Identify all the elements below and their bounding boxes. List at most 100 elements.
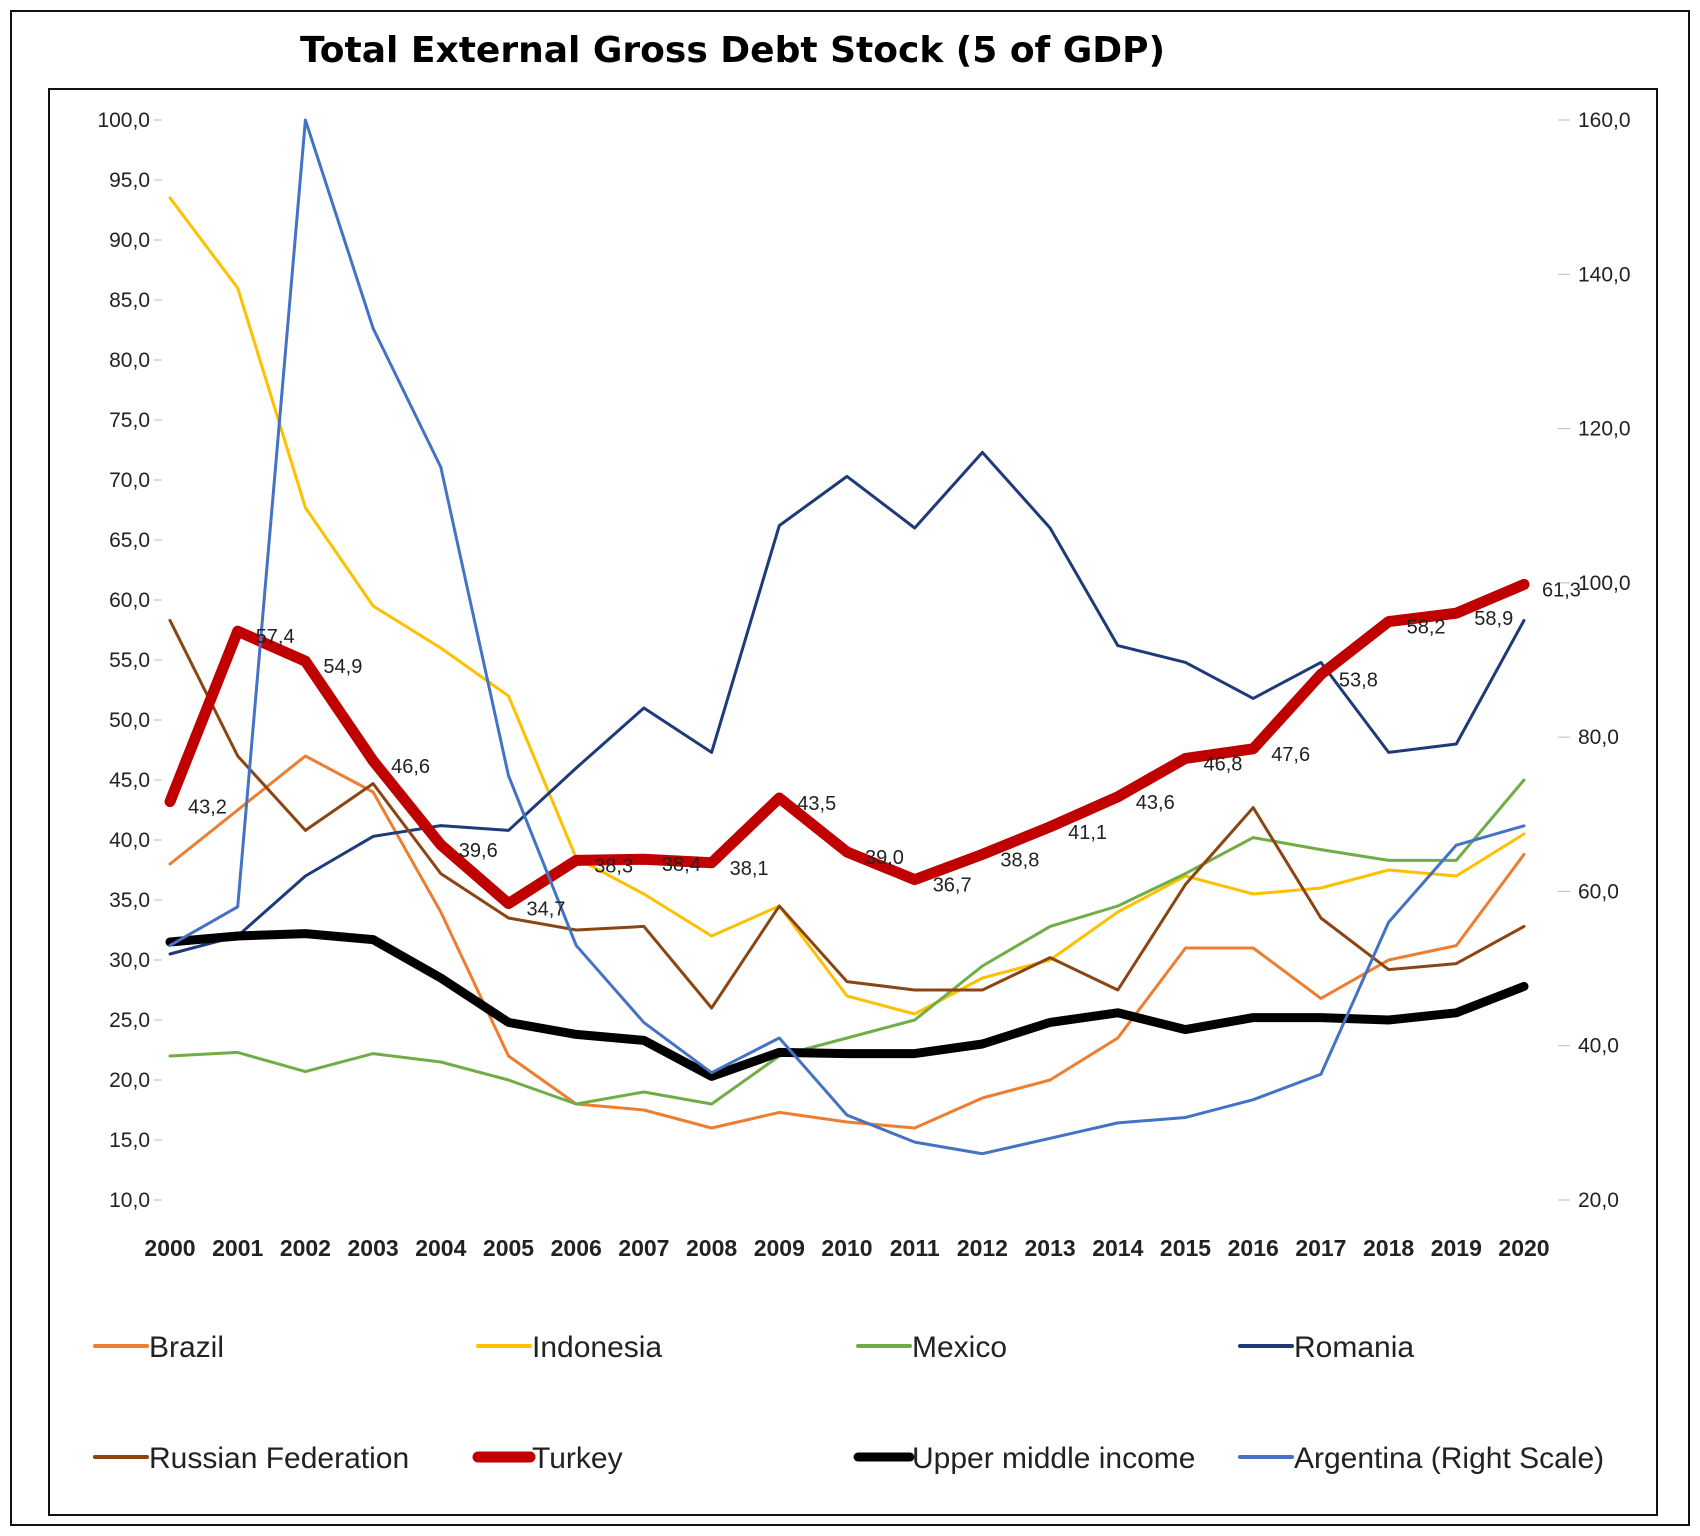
data-point bbox=[1184, 872, 1187, 875]
data-point bbox=[1455, 875, 1458, 877]
data-point bbox=[1523, 824, 1525, 827]
series-line-romania bbox=[168, 450, 1526, 956]
data-label: 36,7 bbox=[933, 875, 972, 897]
data-point bbox=[372, 791, 375, 793]
data-point bbox=[1249, 1013, 1258, 1022]
data-point bbox=[706, 857, 717, 868]
x-tick-label: 2006 bbox=[551, 1235, 602, 1261]
data-point bbox=[913, 1019, 916, 1021]
chart-frame bbox=[10, 10, 1690, 1526]
data-point bbox=[1184, 661, 1187, 664]
data-point bbox=[778, 524, 781, 527]
data-label: 46,6 bbox=[391, 756, 430, 778]
x-tick-label: 2012 bbox=[957, 1235, 1008, 1261]
data-point bbox=[1049, 925, 1052, 928]
data-label: 38,1 bbox=[730, 858, 769, 880]
data-point bbox=[507, 695, 510, 697]
data-point bbox=[236, 1051, 239, 1054]
data-point bbox=[372, 835, 375, 838]
y-left-tick-label: 95,0 bbox=[109, 169, 150, 192]
data-point bbox=[1181, 1025, 1190, 1034]
data-point bbox=[1519, 579, 1529, 590]
data-point bbox=[913, 989, 916, 991]
data-point bbox=[304, 506, 307, 509]
x-tick-label: 2015 bbox=[1160, 1235, 1211, 1261]
data-point bbox=[1451, 608, 1462, 619]
data-point bbox=[575, 929, 578, 931]
data-point bbox=[846, 1114, 848, 1117]
data-label: 34,7 bbox=[527, 899, 566, 921]
data-point bbox=[1049, 1079, 1052, 1081]
data-point bbox=[978, 1040, 987, 1048]
data-point bbox=[1116, 1037, 1119, 1039]
data-point bbox=[707, 1072, 716, 1081]
data-point bbox=[1045, 821, 1056, 832]
data-point bbox=[1387, 921, 1390, 924]
y-right-tick-label: 80,0 bbox=[1578, 726, 1619, 749]
x-tick-label: 2007 bbox=[618, 1235, 669, 1261]
x-tick-label: 2016 bbox=[1228, 1235, 1279, 1261]
data-point bbox=[372, 327, 375, 330]
data-point bbox=[436, 974, 445, 982]
data-point bbox=[169, 197, 171, 199]
data-point bbox=[1252, 836, 1255, 839]
y-right-tick-label: 160,0 bbox=[1578, 109, 1631, 132]
data-point bbox=[439, 911, 442, 913]
y-right-tick-label: 100,0 bbox=[1578, 572, 1631, 595]
data-point bbox=[369, 935, 378, 944]
x-tick-label: 2005 bbox=[483, 1235, 534, 1261]
data-point bbox=[1184, 1116, 1187, 1119]
data-point bbox=[710, 935, 713, 937]
data-point bbox=[1184, 883, 1187, 886]
data-point bbox=[981, 1097, 984, 1099]
y-left-tick-label: 60,0 bbox=[109, 589, 150, 612]
legend-label: Romania bbox=[1294, 1331, 1414, 1364]
x-tick-label: 2004 bbox=[415, 1235, 466, 1261]
data-point bbox=[977, 849, 988, 860]
data-point bbox=[1387, 859, 1390, 862]
data-point bbox=[1319, 848, 1322, 851]
data-point bbox=[301, 929, 310, 938]
data-label: 58,2 bbox=[1407, 617, 1446, 639]
data-point bbox=[1116, 905, 1119, 907]
data-point bbox=[846, 475, 848, 478]
y-left-tick-label: 15,0 bbox=[109, 1129, 150, 1152]
data-point bbox=[1252, 697, 1255, 700]
x-tick-label: 2020 bbox=[1498, 1235, 1549, 1261]
data-point bbox=[507, 1055, 510, 1057]
data-point bbox=[1455, 743, 1458, 745]
data-point bbox=[710, 1007, 713, 1009]
data-label: 41,1 bbox=[1068, 822, 1107, 844]
data-point bbox=[1049, 527, 1052, 529]
data-point bbox=[372, 782, 375, 785]
legend-label: Argentina (Right Scale) bbox=[1294, 1442, 1604, 1475]
data-point bbox=[1116, 644, 1119, 647]
x-tick-label: 2000 bbox=[144, 1235, 195, 1261]
data-point bbox=[1049, 1137, 1052, 1140]
data-point bbox=[913, 1013, 916, 1015]
y-left-tick-label: 35,0 bbox=[109, 889, 150, 912]
data-point bbox=[572, 1030, 581, 1039]
data-point bbox=[507, 1079, 510, 1081]
data-point bbox=[642, 1021, 645, 1024]
x-tick-label: 2017 bbox=[1295, 1235, 1346, 1261]
data-point bbox=[1316, 1013, 1325, 1022]
x-tick-label: 2014 bbox=[1092, 1235, 1143, 1261]
data-label: 39,0 bbox=[865, 847, 904, 869]
data-point bbox=[710, 1127, 713, 1129]
y-right-tick-label: 20,0 bbox=[1578, 1189, 1619, 1212]
y-left-tick-label: 55,0 bbox=[109, 649, 150, 672]
data-point bbox=[1319, 1073, 1322, 1076]
data-point bbox=[504, 1018, 513, 1027]
data-point bbox=[1319, 887, 1322, 889]
data-point bbox=[1523, 619, 1525, 622]
y-right-tick-label: 60,0 bbox=[1578, 880, 1619, 903]
x-tick-label: 2010 bbox=[821, 1235, 872, 1261]
legend-label: Brazil bbox=[149, 1331, 224, 1364]
data-point bbox=[1049, 956, 1052, 959]
data-point bbox=[910, 1049, 919, 1058]
data-point bbox=[507, 829, 510, 832]
legend-label: Mexico bbox=[912, 1331, 1007, 1364]
legend-label: Russian Federation bbox=[149, 1442, 409, 1475]
